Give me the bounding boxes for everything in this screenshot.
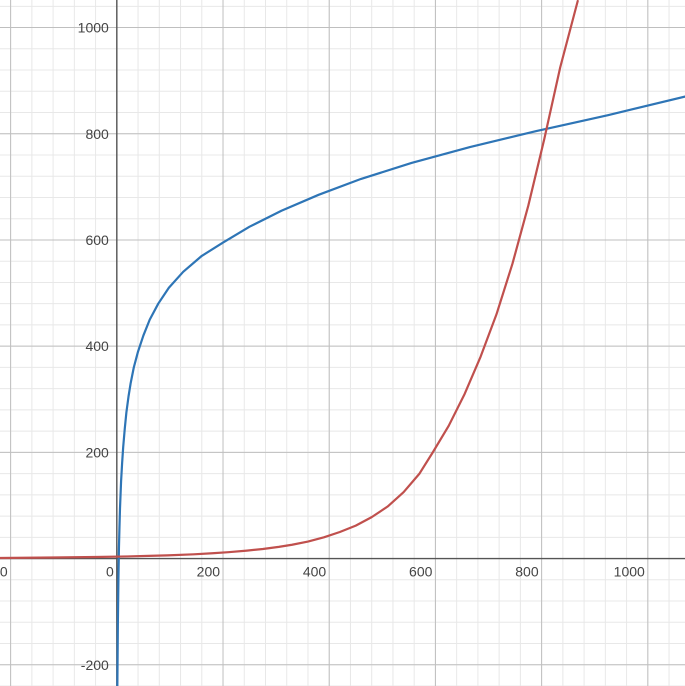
y-tick-label: 200 (85, 444, 109, 460)
x-tick-label: 600 (409, 564, 433, 580)
chart-svg: -200 0 200 400 600 800 1000 -200 200 400 600 800 100… (0, 0, 685, 686)
y-tick-label: 600 (85, 232, 109, 248)
x-tick-label: 800 (515, 564, 539, 580)
line-chart: -200 0 200 400 600 800 1000 -200 200 400 600 800 100… (0, 0, 685, 686)
y-tick-label: 1000 (78, 20, 109, 36)
y-tick-label: 400 (85, 338, 109, 354)
x-tick-label: 200 (197, 564, 221, 580)
x-tick-label: -200 (0, 564, 8, 580)
y-tick-label: -200 (81, 657, 109, 673)
x-tick-label: 1000 (614, 564, 645, 580)
y-tick-label: 800 (85, 126, 109, 142)
x-tick-label: 400 (303, 564, 327, 580)
x-tick-label: 0 (106, 564, 114, 580)
